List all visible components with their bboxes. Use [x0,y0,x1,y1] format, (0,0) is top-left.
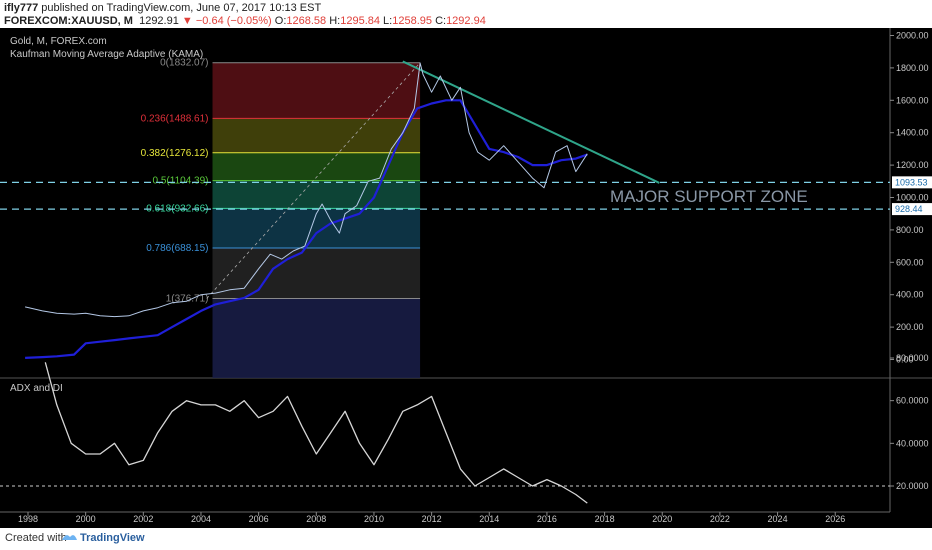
time-axis-label: 2008 [306,514,326,524]
price-axis-label: 1400.00 [896,128,929,138]
fib-zone [212,152,421,181]
footer: Created with TradingView [0,528,932,550]
fib-level-label: 0.786(688.15) [146,243,208,254]
price-axis-label: 400.00 [896,290,924,300]
support-zone-annotation: MAJOR SUPPORT ZONE [610,187,808,206]
adx-axis-label: 20.0000 [896,481,929,491]
chart-header: ifly777 published on TradingView.com, Ju… [0,0,932,28]
price-series-line [24,62,588,318]
adx-axis-label: 80.0000 [896,353,929,363]
time-axis-label: 2014 [479,514,499,524]
kama-series-line [25,99,588,359]
price-pane[interactable]: 0(1832.07) 0.236(1488.61) 0.382(1276.12) 0.… [0,28,932,513]
author-link[interactable]: ifly777 [4,2,39,14]
close-value: 1292.94 [446,15,486,27]
low-label: L: [383,15,393,27]
price-axis-label: 1800.00 [896,63,929,73]
last-price: 1292.91 [139,15,179,27]
fib-trend-dashed-line [206,62,421,299]
fib-level-label: 0.382(1276.12) [141,148,209,159]
time-axis-label: 2026 [825,514,845,524]
fib-zone [212,62,421,119]
tradingview-logo-icon [62,535,77,540]
time-axis-label: 2024 [768,514,788,524]
close-label: C: [435,15,447,27]
fib-zone [212,298,421,378]
symbol-label: FOREXCOM:XAUUSD, M [4,15,133,27]
time-axis-label: 2020 [652,514,672,524]
fib-level-label: 0.5(1104.39) [153,176,209,187]
publish-info: published on TradingView.com, June 07, 2… [38,2,322,14]
fib-level-label: 0(1832.07) [160,58,208,69]
fib-level-label: 1(376.71) [166,293,209,304]
price-marker-label: 928.44 [895,204,923,214]
price-axis-label: 2000.00 [896,31,929,41]
adx-pane[interactable]: 80.0000 60.0000 40.0000 20.0000 [0,353,929,504]
time-axis-label: 2002 [133,514,153,524]
time-axis-label: 1998 [18,514,38,524]
chart-title: Gold, M, FOREX.com [10,36,107,47]
time-axis-label: 2018 [595,514,615,524]
down-arrow-icon: ▼ [181,15,193,27]
fib-zone [212,248,421,299]
price-marker-box [892,176,932,189]
time-axis-label: 2004 [191,514,211,524]
price-axis-label: 800.00 [896,225,924,235]
time-axis-label: 2022 [710,514,730,524]
price-marker-box [892,203,932,216]
publish-line: ifly777 published on TradingView.com, Ju… [4,2,321,14]
fib-level-label: 0.236(1488.61) [141,113,209,124]
resistance-trendline [402,60,660,184]
time-axis-label: 2016 [537,514,557,524]
time-axis[interactable]: 1998 2000 2002 2004 2006 2008 2010 2012 2014 2016… [18,512,845,524]
time-axis-label: 2012 [422,514,442,524]
open-value: 1268.58 [286,15,327,27]
time-axis-label: 2006 [249,514,269,524]
open-label: O: [274,15,287,27]
fib-zone [212,180,421,209]
chart-background [0,28,932,528]
price-marker-label: 1093.53 [895,177,928,187]
tradingview-brand[interactable]: TradingView [80,532,145,544]
price-axis-label: 1600.00 [896,95,929,105]
indicator-title: Kaufman Moving Average Adaptive (KAMA) [10,49,203,60]
adx-title: ADX and DI [10,383,63,394]
adx-series-line [44,362,588,504]
symbol-line: FOREXCOM:XAUUSD, M 1292.91 ▼ −0.64 (−0.0… [4,15,486,27]
high-label: H: [329,15,341,27]
fib-zone [212,118,421,153]
adx-axis-label: 40.0000 [896,438,929,448]
chart-canvas[interactable]: 0(1832.07) 0.236(1488.61) 0.382(1276.12) 0.… [0,28,932,528]
adx-axis-label: 60.0000 [896,396,929,406]
price-axis-label: 1200.00 [896,160,929,170]
time-axis-label: 2010 [364,514,384,524]
price-axis-label: 200.00 [896,322,924,332]
price-axis-label: 600.00 [896,257,924,267]
low-value: 1258.95 [392,15,432,27]
created-with-label: Created with [5,532,67,544]
price-change: −0.64 (−0.05%) [195,15,272,27]
high-value: 1295.84 [340,15,380,27]
time-axis-label: 2000 [76,514,96,524]
price-axis-label: 1000.00 [896,193,929,203]
fib-level-label: 0.618(932.66) [146,203,208,214]
price-axis-label: 0.00 [896,355,914,365]
